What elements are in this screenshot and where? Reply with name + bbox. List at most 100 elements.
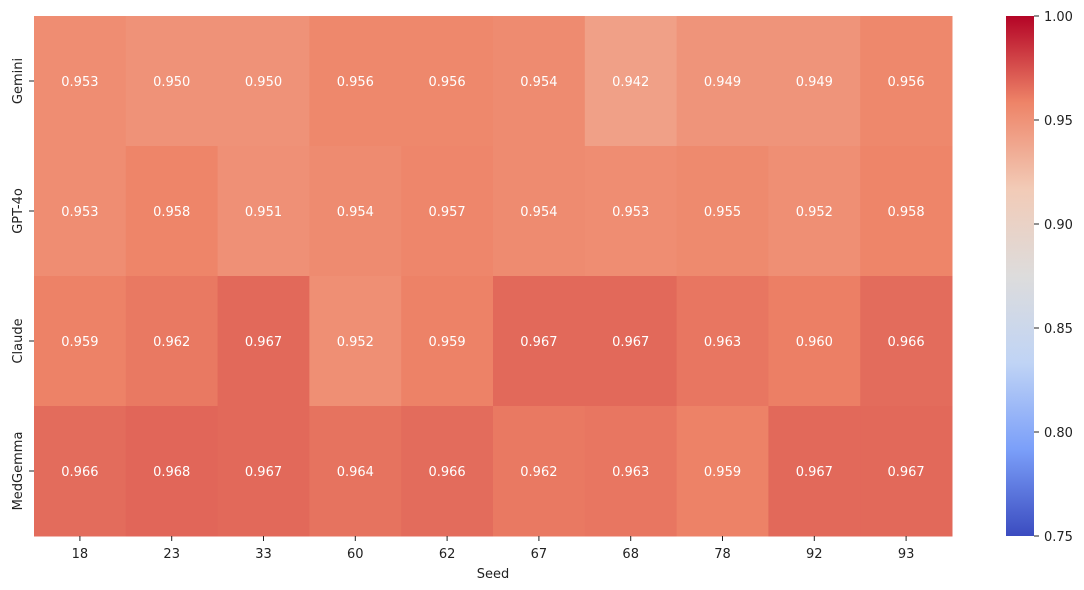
cell-value-label: 0.942 <box>612 75 649 90</box>
cell-value-label: 0.967 <box>887 465 924 480</box>
x-tick-label: 60 <box>347 547 364 562</box>
heatmap-cell <box>125 276 219 407</box>
y-tick-label: GPT-4o <box>11 188 26 234</box>
cell-value-label: 0.959 <box>704 465 741 480</box>
cell-value-label: 0.962 <box>520 465 557 480</box>
cell-value-label: 0.953 <box>61 75 98 90</box>
colorbar-gradient <box>1006 16 1034 536</box>
cell-value-label: 0.956 <box>428 75 465 90</box>
x-tick-label: 92 <box>806 547 823 562</box>
heatmap-cell <box>309 276 402 407</box>
cell-value-label: 0.956 <box>337 75 374 90</box>
heatmap-cell <box>768 16 861 147</box>
cell-value-label: 0.950 <box>153 75 190 90</box>
heatmap-cell <box>217 276 310 407</box>
cell-value-label: 0.967 <box>796 465 833 480</box>
cell-value-label: 0.966 <box>61 465 98 480</box>
cell-value-label: 0.963 <box>704 335 741 350</box>
colorbar-tick-label: 0.85 <box>1044 322 1073 337</box>
cell-value-label: 0.954 <box>520 205 557 220</box>
cell-value-label: 0.960 <box>796 335 833 350</box>
heatmap-cell <box>401 146 494 277</box>
heatmap-cell <box>125 406 219 537</box>
x-tick-label: 93 <box>898 547 915 562</box>
colorbar-ticks: 0.75 0.80 0.85 0.90 0.95 1.00 <box>1034 10 1073 545</box>
heatmap-cell <box>309 16 402 147</box>
heatmap-cell <box>768 406 861 537</box>
x-tick-label: 23 <box>163 547 180 562</box>
y-tick-label: MedGemma <box>11 432 26 511</box>
x-tick-label: 62 <box>439 547 456 562</box>
heatmap-cell <box>584 146 678 277</box>
heatmap-cell <box>768 146 861 277</box>
heatmap-cell <box>34 146 127 277</box>
heatmap-cell <box>217 146 310 277</box>
cell-value-label: 0.958 <box>887 205 924 220</box>
heatmap-cell <box>860 16 953 147</box>
cell-value-label: 0.955 <box>704 205 741 220</box>
x-axis-ticks: 18 23 33 60 62 67 68 78 92 93 <box>72 536 915 562</box>
heatmap-cell <box>309 406 402 537</box>
cell-value-label: 0.951 <box>245 205 282 220</box>
colorbar: 0.75 0.80 0.85 0.90 0.95 1.00 <box>1006 10 1073 545</box>
heatmap-cell <box>676 276 769 407</box>
cell-value-label: 0.964 <box>337 465 374 480</box>
cell-value-label: 0.949 <box>796 75 833 90</box>
colorbar-tick-label: 0.75 <box>1044 530 1073 545</box>
y-tick-label: Gemini <box>11 58 26 104</box>
heatmap-cell <box>676 146 769 277</box>
heatmap-cell <box>676 16 769 147</box>
colorbar-tick-label: 0.90 <box>1044 218 1073 233</box>
cell-value-label: 0.958 <box>153 205 190 220</box>
cell-value-label: 0.950 <box>245 75 282 90</box>
x-tick-label: 18 <box>72 547 89 562</box>
heatmap-cell <box>401 16 494 147</box>
colorbar-tick-label: 1.00 <box>1044 10 1073 25</box>
heatmap-cell <box>34 406 127 537</box>
heatmap-cell <box>493 16 586 147</box>
x-tick-label: 67 <box>531 547 548 562</box>
cell-value-label: 0.954 <box>520 75 557 90</box>
y-tick-label: Claude <box>11 318 26 363</box>
cell-value-label: 0.967 <box>520 335 557 350</box>
colorbar-tick-label: 0.80 <box>1044 426 1073 441</box>
x-tick-label: 33 <box>255 547 272 562</box>
cell-value-label: 0.953 <box>612 205 649 220</box>
heatmap-cell <box>125 146 219 277</box>
heatmap-cell <box>584 406 678 537</box>
heatmap-cell <box>34 276 127 407</box>
heatmap-cell <box>217 16 310 147</box>
heatmap-cell <box>584 276 678 407</box>
heatmap-cell <box>493 146 586 277</box>
cell-value-label: 0.966 <box>887 335 924 350</box>
heatmap-cell <box>860 406 953 537</box>
heatmap-cell <box>401 406 494 537</box>
cell-value-label: 0.957 <box>428 205 465 220</box>
cell-value-label: 0.962 <box>153 335 190 350</box>
y-axis-ticks: Gemini GPT-4o Claude MedGemma <box>11 58 34 511</box>
heatmap-cell <box>860 146 953 277</box>
cell-value-label: 0.959 <box>428 335 465 350</box>
heatmap-cell <box>860 276 953 407</box>
cell-value-label: 0.954 <box>337 205 374 220</box>
heatmap-cell <box>401 276 494 407</box>
cell-value-label: 0.952 <box>337 335 374 350</box>
heatmap-cell <box>309 146 402 277</box>
heatmap-cells: 0.953 0.950 0.950 0.956 0.956 0.954 0.942 0.949… <box>34 16 953 537</box>
cell-value-label: 0.949 <box>704 75 741 90</box>
heatmap-cell <box>34 16 127 147</box>
cell-value-label: 0.966 <box>428 465 465 480</box>
cell-value-label: 0.963 <box>612 465 649 480</box>
x-tick-label: 68 <box>622 547 639 562</box>
heatmap-cell <box>217 406 310 537</box>
cell-value-label: 0.952 <box>796 205 833 220</box>
heatmap-cell <box>768 276 861 407</box>
x-tick-label: 78 <box>714 547 731 562</box>
cell-value-label: 0.953 <box>61 205 98 220</box>
cell-value-label: 0.968 <box>153 465 190 480</box>
cell-value-label: 0.967 <box>245 335 282 350</box>
heatmap-cell <box>493 406 586 537</box>
heatmap-cell <box>676 406 769 537</box>
x-axis-label: Seed <box>477 567 510 582</box>
